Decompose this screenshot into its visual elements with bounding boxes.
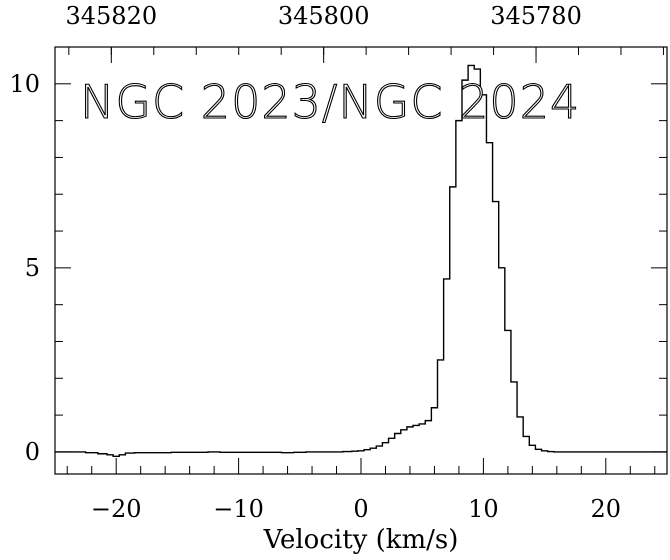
chart-title: NGC 2023/NGC 2024 bbox=[80, 75, 580, 129]
spectrum-line bbox=[55, 64, 667, 458]
top-tick-label: 345780 bbox=[490, 2, 582, 30]
plot-frame bbox=[54, 46, 668, 475]
y-tick-label: 5 bbox=[25, 254, 40, 282]
top-tick-label: 345820 bbox=[65, 2, 157, 30]
y-tick-label: 10 bbox=[9, 70, 40, 98]
x-tick-label: −10 bbox=[213, 495, 264, 523]
y-tick-label: 0 bbox=[25, 438, 40, 466]
x-tick-label: 10 bbox=[468, 495, 499, 523]
x-tick-label: 0 bbox=[353, 495, 368, 523]
x-axis-label: Velocity (km/s) bbox=[263, 525, 459, 555]
x-tick-label: −20 bbox=[91, 495, 142, 523]
top-tick-label: 345800 bbox=[278, 2, 370, 30]
x-tick-label: 20 bbox=[591, 495, 622, 523]
tick-labels: −20 −10 0 10 20 345820 345800 345780 0 5 10 bbox=[9, 2, 621, 523]
